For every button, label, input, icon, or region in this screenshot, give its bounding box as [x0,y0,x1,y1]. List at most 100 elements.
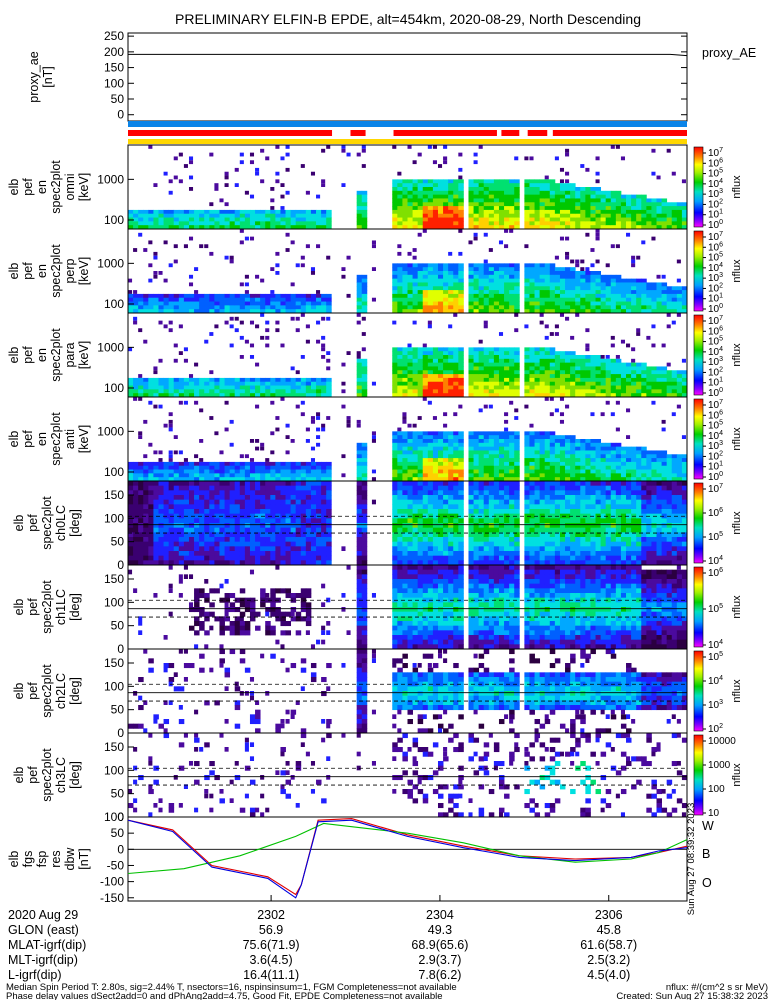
spectrogram-cell [448,490,453,495]
spectrogram-cell [646,386,651,390]
spectrogram-cell [408,495,413,500]
spectrogram-cell [565,473,570,477]
spectrogram-cell [306,473,311,477]
spectrogram-cell [306,439,310,443]
spectrogram-cell [524,275,529,279]
spectrogram-cell [164,172,168,176]
spectrogram-cell [158,294,163,298]
spectrogram-cell [148,279,152,283]
spectrogram-cell [321,389,326,393]
spectrogram-cell [509,271,514,275]
spectrogram-cell [443,542,448,547]
spectrogram-cell [194,386,199,390]
spectrogram-cell [590,450,595,454]
spectrogram-cell [397,389,402,393]
spectrogram-cell [585,282,590,286]
spectrogram-cell [392,518,397,523]
spectrogram-cell [240,486,245,491]
spectrogram-cell [499,435,504,439]
spectrogram-cell [474,233,478,237]
spectrogram-cell [514,294,519,298]
spectrogram-cell [524,294,529,298]
spectrogram-cell [408,546,413,551]
spectrogram-cell [657,286,662,290]
spectrogram-cell [616,202,621,206]
spectrogram-cell [535,378,540,382]
spectrogram-cell [326,378,331,382]
spectrogram-cell [255,324,259,328]
spectrogram-cell [286,450,290,454]
spectrogram-cell [565,374,570,378]
spectrogram-cell [397,537,402,542]
spectrogram-cell [484,355,489,359]
spectrogram-cell [468,279,473,283]
spectrogram-cell [509,473,514,477]
spectrogram-cell [418,470,423,474]
spectrogram-cell [291,481,296,486]
spectrogram-cell [291,282,295,286]
spectrogram-cell [453,447,458,451]
spectrogram-cell [392,321,396,325]
spectrogram-cell [590,290,595,294]
spectrogram-cell [509,198,514,202]
spectrogram-cell [641,466,646,470]
spectrogram-cell [235,382,240,386]
spectrogram-cell [438,206,443,210]
spectrogram-cell [580,275,585,279]
spectrogram-cell [301,490,306,495]
spectrogram-cell [286,305,291,309]
spectrogram-cell [316,462,321,466]
spectrogram-cell [286,504,291,509]
spectrogram-cell [499,382,504,386]
spectrogram-cell [428,551,433,556]
spectrogram-cell [204,523,209,528]
spectrogram-cell [484,466,489,470]
spectrogram-cell [311,486,316,491]
spectrogram-cell [265,386,270,390]
spectrogram-cell [504,428,508,432]
spectrogram-cell [326,366,330,370]
spectrogram-cell [580,378,585,382]
spectrogram-cell [575,202,580,206]
spectrogram-cell [479,263,484,267]
spectrogram-cell [362,490,367,495]
spectrogram-cell [392,286,397,290]
spectrogram-cell [458,500,463,505]
spectrogram-cell [585,382,590,386]
spectrogram-cell [545,302,550,306]
spectrogram-cell [189,176,193,180]
spectrogram-cell [570,267,575,271]
spectrogram-cell [499,282,504,286]
spectrogram-cell [230,214,235,218]
spectrogram-cell [174,176,178,180]
spectrogram-cell [468,305,473,309]
spectrogram-cell [641,221,646,225]
spectrogram-cell [616,370,621,374]
spectrogram-cell [535,263,540,267]
spectrogram-cell [458,378,463,382]
spectrogram-cell [306,340,310,344]
spectrogram-cell [677,382,682,386]
spectrogram-cell [433,363,438,367]
spectrogram-cell [641,378,646,382]
spectrogram-cell [418,435,423,439]
spectrogram-cell [601,305,606,309]
spectrogram-cell [580,221,585,225]
spectrogram-cell [448,542,453,547]
spectrogram-cell [433,542,438,547]
spectrogram-cell [397,509,402,514]
spectrogram-cell [301,473,306,477]
spectrogram-cell [504,263,509,267]
spectrogram-cell [555,324,559,328]
spectrogram-cell [280,542,285,547]
spectrogram-cell [580,470,585,474]
spectrogram-cell [646,294,651,298]
spectrogram-cell [189,214,194,218]
spectrogram-cell [209,537,214,542]
spectrogram-cell [601,195,606,199]
spectrogram-cell [479,294,484,298]
spectrogram-cell [489,198,494,202]
spectrogram-cell [204,546,209,551]
spectrogram-cell [535,179,540,183]
spectrogram-cell [413,298,418,302]
